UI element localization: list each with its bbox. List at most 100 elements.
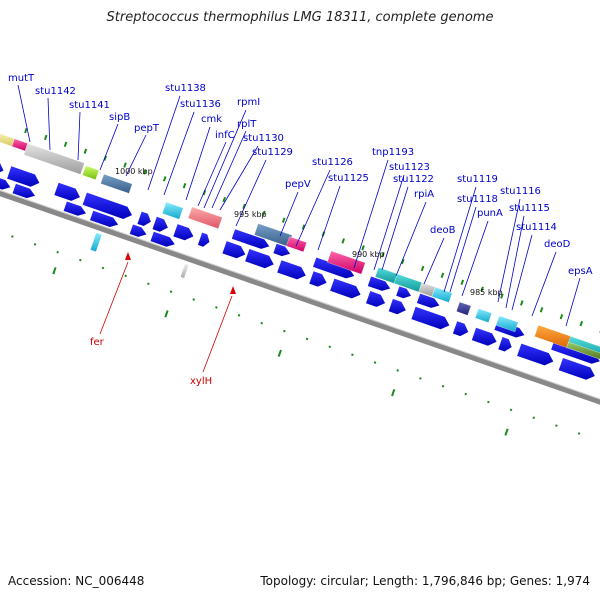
gene-label-sipB: sipB <box>109 112 130 123</box>
tick-mark <box>164 310 169 318</box>
label-leader <box>511 234 533 311</box>
tick-mark <box>440 272 445 279</box>
gene-label-deoD: deoD <box>544 239 571 250</box>
gene-label-pepT: pepT <box>134 123 160 134</box>
tick-mark <box>283 329 286 333</box>
tick-mark <box>577 432 581 435</box>
tick-mark <box>532 416 536 420</box>
gene-label-stu1123: stu1123 <box>389 162 430 173</box>
label-leader <box>163 111 195 196</box>
tick-mark <box>509 408 513 412</box>
gene-arrow <box>12 183 35 199</box>
gene-arrow <box>411 306 450 330</box>
tick-mark <box>124 274 127 278</box>
gene-features <box>0 133 600 360</box>
gene-feature <box>162 201 184 220</box>
tick-mark <box>301 224 306 230</box>
gene-label-stu1126: stu1126 <box>312 157 353 168</box>
label-leader <box>47 97 51 151</box>
tick-mark <box>391 389 396 397</box>
tick-label-990kbp: 990 kbp <box>352 250 385 259</box>
gene-label-pepV: pepV <box>285 179 311 190</box>
gene-label-stu1125: stu1125 <box>328 173 369 184</box>
label-leader <box>235 159 267 227</box>
label-leader <box>449 206 477 293</box>
gene-feature <box>82 165 100 180</box>
gene-feature <box>90 232 103 252</box>
gene-label-stu1129: stu1129 <box>252 147 293 158</box>
tick-mark <box>460 279 465 285</box>
fer-leader <box>99 261 129 335</box>
gene-label-stu1114: stu1114 <box>516 222 557 233</box>
gene-arrow <box>396 286 411 299</box>
gene-label-cmk: cmk <box>201 114 222 125</box>
gene-label-stu1122: stu1122 <box>393 174 434 185</box>
tick-mark <box>162 176 167 182</box>
xylH-leader <box>202 295 233 373</box>
tick-label-1000kbp: 1000 kbp <box>115 167 153 176</box>
gene-label-stu1116: stu1116 <box>500 186 541 197</box>
gene-arrow <box>231 229 270 249</box>
label-leader <box>565 277 581 327</box>
gene-arrow <box>7 166 40 187</box>
tick-mark <box>373 361 377 364</box>
gene-arrow <box>0 178 11 190</box>
fer-pointer <box>125 252 131 260</box>
tick-mark <box>520 300 524 306</box>
gene-feature <box>180 263 189 279</box>
label-leader <box>219 145 259 211</box>
label-leader <box>203 109 247 209</box>
xylH-pointer <box>230 286 236 294</box>
gene-arrow <box>388 298 406 315</box>
tick-mark <box>262 210 266 217</box>
gene-arrow <box>471 327 497 346</box>
tick-mark <box>351 353 354 356</box>
gene-label-stu1141: stu1141 <box>69 100 110 111</box>
label-leader <box>77 111 81 161</box>
gene-feature <box>495 315 519 332</box>
gene-arrows <box>0 162 600 380</box>
gene-label-infC: infC <box>215 130 235 141</box>
tick-mark <box>63 141 68 148</box>
gene-label-stu1136: stu1136 <box>180 99 221 110</box>
tick-mark <box>396 369 400 372</box>
gene-arrow <box>197 232 210 247</box>
tick-mark <box>101 266 105 270</box>
gene-feature <box>23 143 85 175</box>
gene-label-rplT: rplT <box>237 119 257 130</box>
gene-arrow <box>366 291 386 307</box>
topology-value: Topology: circular; Length: 1,796,846 bp… <box>260 574 590 588</box>
tick-mark <box>143 169 147 175</box>
gene-arrow <box>137 211 151 226</box>
label-leader <box>497 198 521 303</box>
tick-mark <box>222 196 226 203</box>
gene-arrow <box>222 241 246 259</box>
tick-mark <box>79 258 82 262</box>
tick-label-985kbp: 985 kbp <box>470 288 503 297</box>
gene-arrow <box>245 249 274 269</box>
tick-mark <box>242 203 246 210</box>
label-leader <box>505 215 525 309</box>
tick-label-995kbp: 995 kbp <box>234 210 267 219</box>
tick-mark <box>305 337 309 341</box>
backbone-bar <box>0 190 600 405</box>
gene-arrow <box>330 278 361 299</box>
tick-mark <box>464 392 468 396</box>
tick-mark <box>123 162 127 168</box>
gene-label-tnp1193: tnp1193 <box>372 147 414 158</box>
gene-arrow <box>367 276 391 291</box>
gene-feature <box>456 301 472 316</box>
gene-label-stu1119: stu1119 <box>457 174 498 185</box>
backbone-highlight <box>0 189 600 400</box>
gene-label-stu1115: stu1115 <box>509 203 550 214</box>
topology-text: Topology: circular; Length: 1,796,846 bp… <box>260 574 590 588</box>
label-leader <box>295 169 331 247</box>
tick-mark <box>559 314 564 320</box>
tick-mark <box>182 183 187 189</box>
label-leader <box>197 141 227 207</box>
gene-arrow <box>152 216 168 232</box>
gene-feature <box>0 133 15 147</box>
gene-feature <box>393 273 423 293</box>
tick-mark <box>103 155 107 161</box>
tick-mark <box>52 267 57 275</box>
